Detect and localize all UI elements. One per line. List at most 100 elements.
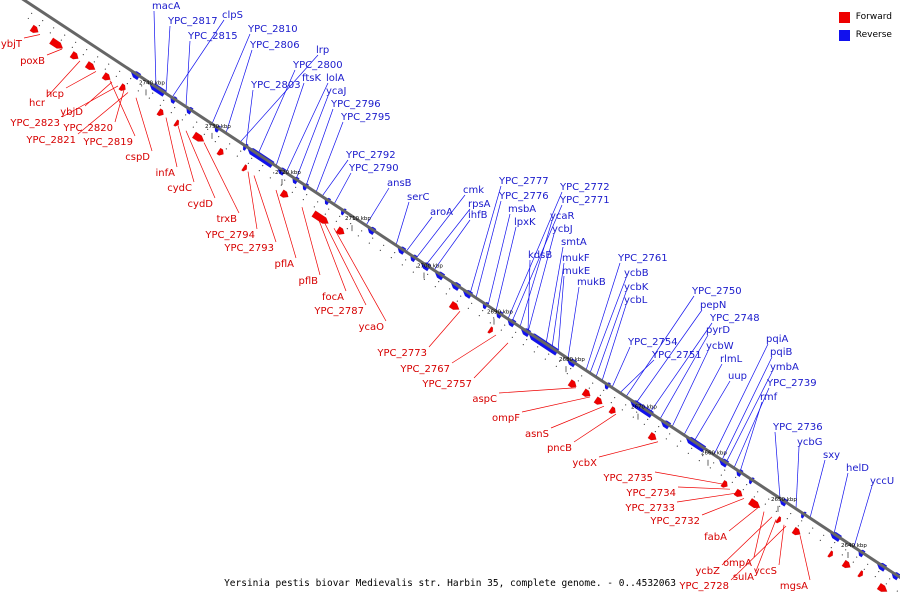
reverse-gene-label-aroa: aroA: [430, 207, 453, 218]
track-dot: [372, 237, 374, 239]
track-dot: [236, 155, 238, 157]
forward-connector: [598, 441, 659, 458]
track-dot: [790, 512, 792, 515]
kbp-tick-label: 2640 kbp: [841, 543, 867, 549]
reverse-connector: [519, 220, 553, 327]
reverse-gene-label-ymba: ymbA: [770, 362, 799, 373]
track-dot: [42, 20, 44, 22]
track-dot: [632, 416, 634, 418]
track-dot: [339, 215, 341, 217]
forward-gene-label-foca: focA: [322, 292, 344, 303]
reverse-gene-label-ycbl: ycbL: [624, 295, 648, 306]
track-dot: [335, 220, 337, 222]
forward-gene-arrow: [857, 570, 864, 578]
track-dot: [757, 491, 759, 493]
reverse-connector: [739, 401, 763, 472]
track-dot: [669, 433, 671, 435]
track-dot: [416, 266, 418, 268]
forward-gene-label-ypc-2728: YPC_2728: [678, 581, 729, 592]
legend-reverse-label: Reverse: [855, 30, 892, 40]
forward-connector: [165, 117, 178, 168]
reverse-connector: [285, 82, 329, 173]
reverse-connector: [601, 304, 627, 381]
reverse-connector: [733, 387, 770, 468]
reverse-gene-label-lola: lolA: [326, 73, 345, 84]
reverse-connector: [225, 49, 253, 134]
track-dot: [269, 177, 271, 179]
forward-gene-label-pflb: pflB: [298, 276, 318, 287]
reverse-gene-label-pepn: pepN: [700, 300, 726, 311]
reverse-connector: [649, 322, 713, 413]
kbp-tick-label: 2690 kbp: [487, 310, 513, 316]
track-dot: [577, 380, 579, 382]
reverse-gene-label-rlml: rlmL: [720, 354, 743, 365]
forward-gene-label-ycao: ycaO: [359, 322, 385, 333]
reverse-gene-label-msba: msbA: [508, 204, 536, 215]
track-dot: [295, 186, 297, 188]
forward-connector: [46, 48, 63, 56]
forward-gene-label-faba: fabA: [704, 532, 727, 543]
map-caption: Yersinia pestis biovar Medievalis str. H…: [224, 578, 676, 589]
track-dot: [152, 92, 154, 94]
track-dot: [93, 61, 95, 63]
forward-gene-arrow: [567, 379, 577, 388]
track-dot: [493, 317, 495, 319]
forward-gene-label-asns: asnS: [525, 429, 549, 440]
track-dot: [610, 402, 612, 404]
reverse-connector: [433, 219, 471, 271]
reverse-connector: [795, 446, 800, 509]
reverse-connector: [305, 108, 334, 186]
track-dot: [555, 365, 557, 367]
reverse-connector: [415, 194, 466, 259]
track-dot: [654, 431, 656, 433]
forward-gene-arrow-shape: [747, 497, 761, 509]
reverse-connector: [295, 95, 329, 180]
reverse-gene-label-pqia: pqiA: [766, 334, 788, 345]
track-dot: [720, 474, 722, 476]
track-dot: [797, 525, 799, 527]
track-dot: [544, 358, 546, 360]
forward-gene-label-ypc-2787: YPC_2787: [313, 306, 364, 317]
reverse-connector: [725, 371, 773, 463]
forward-gene-label-ypc-2735: YPC_2735: [602, 473, 653, 484]
forward-gene-arrow: [311, 210, 329, 224]
track-dot: [724, 469, 726, 471]
reverse-connector: [315, 121, 344, 193]
track-dot: [427, 273, 429, 275]
track-dot: [229, 143, 231, 145]
forward-gene-arrow: [733, 488, 743, 498]
forward-gene-arrow-shape: [241, 164, 248, 172]
forward-gene-arrow: [279, 189, 289, 198]
forward-gene-label-pfla: pflA: [275, 259, 295, 270]
reverse-connector: [545, 246, 564, 345]
reverse-gene-label-rpsa: rpsA: [468, 199, 491, 210]
forward-gene-arrow-shape: [335, 226, 345, 235]
track-dot: [819, 539, 821, 541]
reverse-gene-label-ypc-2803: YPC_2803: [250, 80, 301, 91]
forward-connector: [473, 342, 509, 379]
track-dot: [603, 389, 605, 391]
legend-forward-label: Forward: [855, 12, 892, 22]
forward-gene-arrow-shape: [720, 479, 728, 488]
forward-gene-arrow-shape: [216, 147, 224, 156]
track-dot: [647, 418, 649, 420]
forward-connector: [753, 511, 765, 558]
reverse-gene-label-ypc-2792: YPC_2792: [345, 150, 396, 161]
track-dot: [75, 41, 77, 43]
reverse-connector: [589, 277, 627, 374]
track-dot: [438, 281, 440, 283]
reverse-gene-label-clps: clpS: [222, 10, 243, 21]
reverse-gene-label-mukf: mukF: [562, 253, 590, 264]
forward-connector: [46, 60, 81, 98]
reverse-gene-label-ypc-2772: YPC_2772: [559, 182, 610, 193]
track-dot: [581, 375, 583, 377]
forward-swatch: [838, 11, 850, 23]
forward-gene-arrow: [593, 396, 603, 405]
track-dot: [746, 483, 748, 486]
track-dot: [504, 324, 506, 326]
track-dot: [86, 49, 88, 51]
track-dot: [786, 517, 788, 520]
track-dot: [467, 307, 469, 309]
reverse-connector: [153, 10, 157, 87]
track-dot: [27, 17, 29, 20]
